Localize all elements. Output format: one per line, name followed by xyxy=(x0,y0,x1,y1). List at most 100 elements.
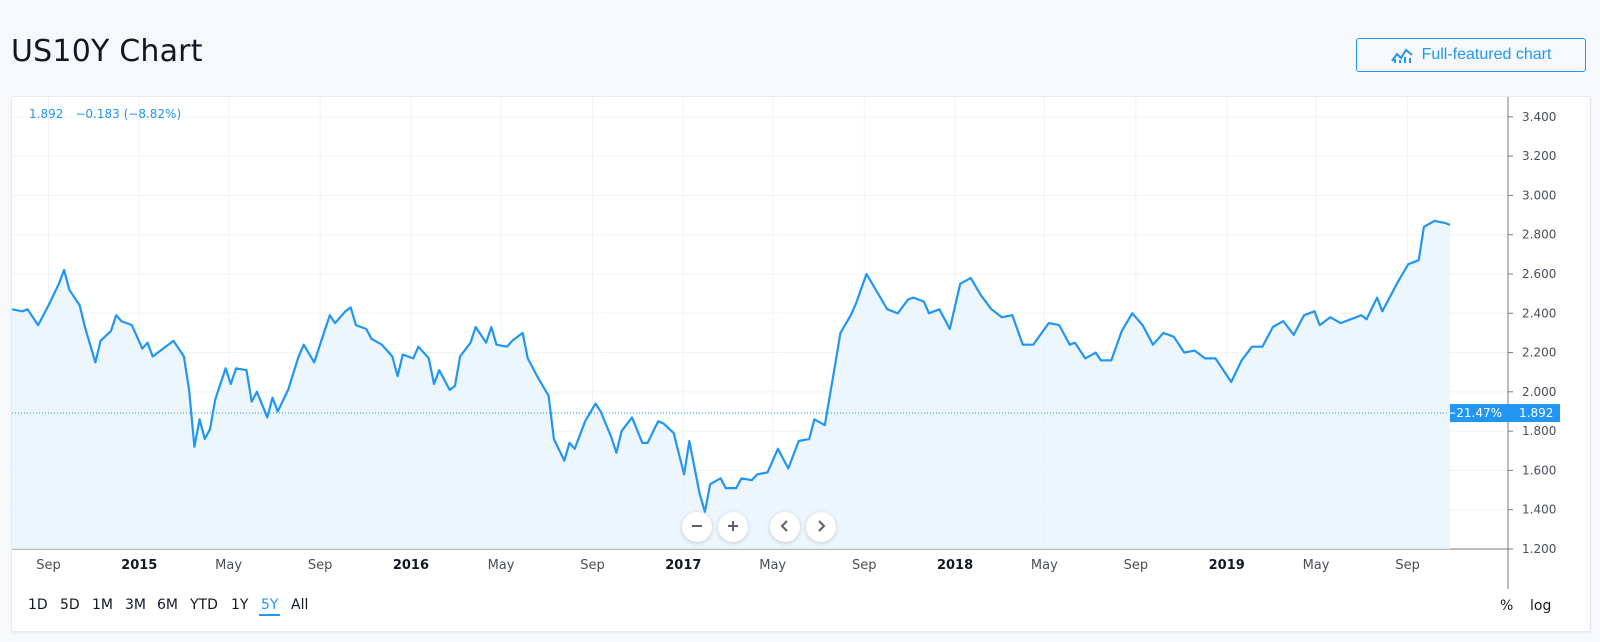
data-point xyxy=(923,300,925,302)
y-tick-label: 2.800 xyxy=(1522,228,1556,242)
data-point xyxy=(1162,332,1164,334)
data-point xyxy=(886,308,888,310)
full-featured-chart-label: Full-featured chart xyxy=(1421,46,1552,63)
range-5y-button[interactable]: 5Y xyxy=(259,597,281,616)
data-point xyxy=(1449,224,1451,226)
range-5d-button[interactable]: 5D xyxy=(60,597,80,613)
data-point xyxy=(1141,324,1143,326)
y-tick-label: 1.800 xyxy=(1522,424,1556,438)
data-point xyxy=(256,391,258,393)
zoom-in-button[interactable] xyxy=(718,512,748,542)
data-point xyxy=(527,357,529,359)
range-3m-button[interactable]: 3M xyxy=(125,597,146,613)
data-point xyxy=(433,383,435,385)
data-point xyxy=(834,363,836,365)
data-point xyxy=(907,298,909,300)
data-point xyxy=(131,324,133,326)
range-ytd-button[interactable]: YTD xyxy=(190,597,218,613)
data-point xyxy=(584,420,586,422)
data-point xyxy=(1230,381,1232,383)
data-point xyxy=(1251,346,1253,348)
x-tick-label: Sep xyxy=(1395,558,1420,573)
data-point xyxy=(370,338,372,340)
percent-scale-button[interactable]: % xyxy=(1494,597,1519,615)
data-point xyxy=(37,324,39,326)
price-chart[interactable]: 3.400 3.200 3.000 2.800 2.600 2.400 2.200 2.000… xyxy=(12,97,1590,589)
legend-change: −0.183 (−8.82%) xyxy=(75,107,182,121)
x-tick-label: 2017 xyxy=(665,558,701,573)
data-point xyxy=(725,487,727,489)
data-point xyxy=(355,324,357,326)
data-point xyxy=(704,511,706,513)
data-point xyxy=(959,283,961,285)
range-all-button[interactable]: All xyxy=(291,597,309,613)
data-point xyxy=(673,432,675,434)
data-point xyxy=(641,442,643,444)
range-6m-button[interactable]: 6M xyxy=(157,597,178,613)
data-point xyxy=(740,477,742,479)
full-featured-chart-button[interactable]: Full-featured chart xyxy=(1356,38,1586,72)
data-point xyxy=(615,452,617,454)
range-1m-button[interactable]: 1M xyxy=(92,597,113,613)
data-point xyxy=(47,304,49,306)
data-point xyxy=(808,438,810,440)
data-point xyxy=(152,355,154,357)
chart-legend: 1.892 −0.183 (−8.82%) xyxy=(29,107,193,121)
y-tick-label: 3.400 xyxy=(1522,110,1556,124)
data-point xyxy=(1272,326,1274,328)
data-point xyxy=(1204,357,1206,359)
data-point xyxy=(172,340,174,342)
legend-last-value: 1.892 xyxy=(29,107,64,121)
x-tick-label: Sep xyxy=(308,558,333,573)
data-point xyxy=(865,273,867,275)
data-point xyxy=(141,347,143,349)
range-1d-button[interactable]: 1D xyxy=(28,597,48,613)
data-point xyxy=(475,326,477,328)
range-1y-button[interactable]: 1Y xyxy=(231,597,249,613)
data-point xyxy=(1173,336,1175,338)
x-tick-label: Sep xyxy=(852,558,877,573)
data-point xyxy=(1329,316,1331,318)
data-point xyxy=(245,369,247,371)
data-point xyxy=(1100,359,1102,361)
log-scale-button[interactable]: log xyxy=(1524,597,1557,615)
data-point xyxy=(99,340,101,342)
y-tick-label: 1.400 xyxy=(1522,503,1556,517)
data-point xyxy=(594,402,596,404)
data-point xyxy=(980,294,982,296)
data-point xyxy=(235,367,237,369)
data-point xyxy=(1084,357,1086,359)
data-point xyxy=(323,330,325,332)
data-point xyxy=(313,361,315,363)
data-point xyxy=(115,314,117,316)
chevron-right-icon xyxy=(814,517,828,538)
data-point xyxy=(657,420,659,422)
data-point xyxy=(120,320,122,322)
series-area-fill xyxy=(12,220,1450,549)
y-tick-label: 2.000 xyxy=(1522,385,1556,399)
x-tick-label: May xyxy=(215,558,242,573)
data-point xyxy=(839,332,841,334)
data-point xyxy=(193,446,195,448)
data-point xyxy=(224,367,226,369)
scroll-left-button[interactable] xyxy=(770,512,800,542)
data-point xyxy=(1032,344,1034,346)
data-point xyxy=(662,422,664,424)
data-point xyxy=(824,424,826,426)
data-point xyxy=(1183,351,1185,353)
data-point xyxy=(198,418,200,420)
data-point xyxy=(719,477,721,479)
zoom-out-button[interactable] xyxy=(682,512,712,542)
data-point xyxy=(188,389,190,391)
data-point xyxy=(1121,330,1123,332)
data-point xyxy=(1444,222,1446,224)
scroll-right-button[interactable] xyxy=(806,512,836,542)
series-line xyxy=(12,219,1451,513)
data-point xyxy=(1381,310,1383,312)
data-point xyxy=(506,346,508,348)
data-point xyxy=(699,493,701,495)
minus-icon xyxy=(690,517,704,538)
data-point xyxy=(912,296,914,298)
data-point xyxy=(162,347,164,349)
data-point xyxy=(970,277,972,279)
